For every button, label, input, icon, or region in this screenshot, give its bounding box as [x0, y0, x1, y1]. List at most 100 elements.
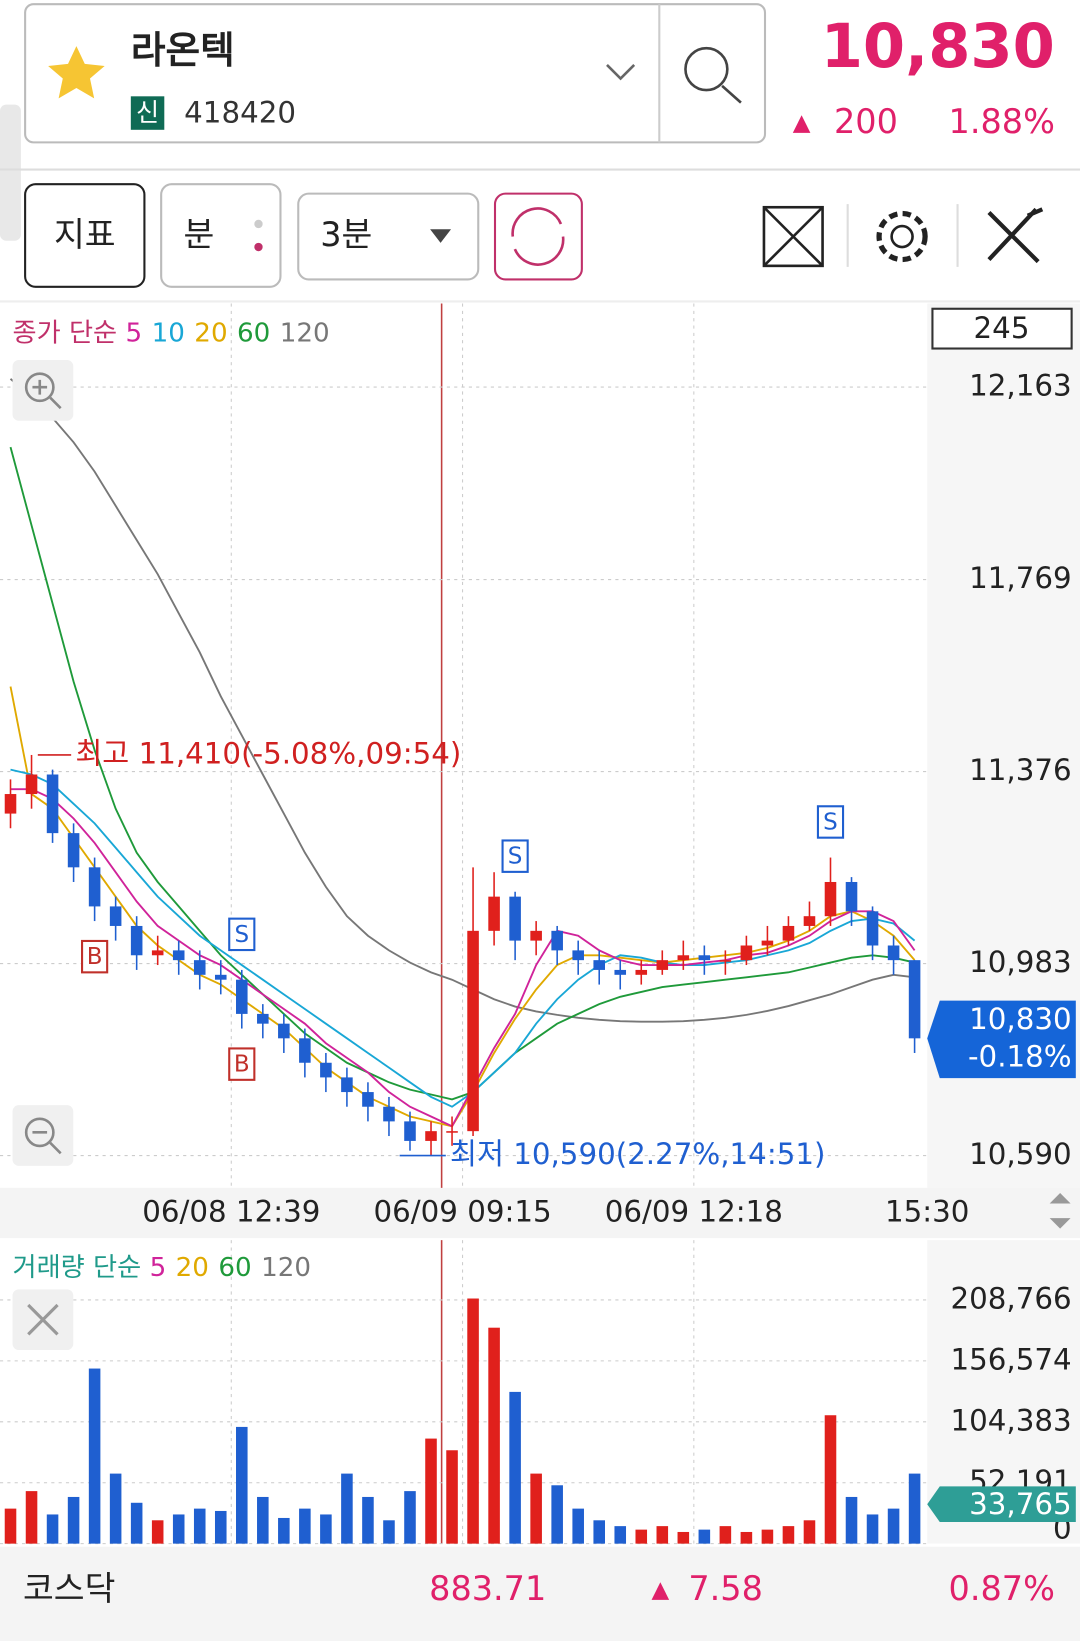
- candle-body: [845, 881, 858, 912]
- candle-body: [257, 1013, 269, 1024]
- interval-label: 3분: [320, 215, 372, 254]
- legend-item: 60: [237, 318, 270, 348]
- volume-bar: [677, 1531, 690, 1544]
- candle-body: [341, 1077, 353, 1093]
- candle-body: [572, 950, 584, 961]
- candle-body: [172, 950, 185, 961]
- volume-bar: [635, 1529, 648, 1544]
- volume-bar: [551, 1485, 563, 1544]
- expand-icon-lines: [763, 206, 824, 267]
- volume-bar: [446, 1450, 458, 1544]
- candle-body: [887, 945, 900, 961]
- interval-select[interactable]: [297, 192, 480, 281]
- legend-item: 120: [280, 318, 330, 348]
- candle-body: [803, 916, 816, 926]
- unit-button[interactable]: [160, 183, 282, 288]
- volume-bar: [803, 1520, 816, 1544]
- search-box[interactable]: [24, 3, 767, 144]
- volume-bar: [257, 1496, 269, 1544]
- candle-body: [614, 969, 627, 975]
- candle-body: [299, 1038, 311, 1063]
- candle-body: [719, 960, 732, 962]
- zoom-in[interactable]: [12, 360, 74, 421]
- volume-bar: [824, 1415, 837, 1544]
- signal-marker: [228, 917, 256, 952]
- resize-handle[interactable]: [1049, 1193, 1071, 1229]
- price-tag: [927, 1000, 1076, 1079]
- candle-body: [761, 940, 774, 946]
- moving-average: [10, 768, 916, 1108]
- legend-item: 20: [194, 318, 227, 348]
- candle-body: [278, 1023, 290, 1039]
- candle-body: [782, 925, 795, 941]
- candle-body: [362, 1092, 374, 1107]
- settings-icon-core: [890, 224, 914, 249]
- favorite-star[interactable]: [48, 46, 105, 99]
- volume-bar: [761, 1529, 774, 1544]
- footer-bg: [0, 1546, 1080, 1641]
- count-box: [931, 307, 1073, 350]
- side-tab[interactable]: [0, 104, 21, 241]
- refresh-button[interactable]: [493, 192, 583, 281]
- stock-code: 418420: [184, 96, 296, 130]
- signal-label: B: [87, 944, 103, 970]
- signal-label: S: [823, 810, 838, 836]
- signal-marker: [501, 839, 529, 873]
- signal-label: S: [508, 844, 523, 870]
- dropdown-icon[interactable]: [606, 63, 636, 81]
- legend-item: 5: [126, 318, 143, 348]
- x-tick-label: 06/09 09:15: [373, 1194, 551, 1228]
- indicator-button[interactable]: [24, 183, 146, 288]
- candle-body: [383, 1106, 395, 1122]
- volume-bar: [25, 1491, 38, 1544]
- volume-bar: [614, 1526, 627, 1544]
- candle-body: [4, 794, 17, 814]
- volume-bar: [698, 1529, 711, 1544]
- volume-bar: [46, 1514, 59, 1544]
- index-change: 7.58: [688, 1569, 763, 1608]
- tools-icon[interactable]: [987, 207, 1044, 264]
- candle-body: [109, 906, 122, 926]
- volume-bar: [172, 1514, 185, 1544]
- volume-tag: [927, 1486, 1076, 1523]
- search-icon[interactable]: [684, 46, 729, 92]
- candle-body: [908, 960, 921, 1039]
- candle-body: [446, 1131, 458, 1133]
- candle-body: [151, 950, 164, 956]
- volume-bar: [214, 1510, 227, 1544]
- volume-bar: [593, 1520, 605, 1544]
- time-axis-bg: [0, 1187, 1080, 1239]
- volume-bar: [656, 1526, 669, 1544]
- legend-item: 5: [150, 1253, 167, 1283]
- volume-bar: [362, 1496, 374, 1544]
- volume-bar: [299, 1508, 311, 1544]
- legend-item: 20: [176, 1253, 209, 1283]
- price-tag-change: -0.18%: [968, 1040, 1072, 1074]
- volume-bar: [383, 1520, 395, 1544]
- zoom-out[interactable]: [12, 1105, 74, 1166]
- y-tick-label: 156,574: [950, 1342, 1071, 1376]
- volume-bar: [4, 1508, 17, 1544]
- zoom-out-icon: [32, 1131, 62, 1155]
- candle-body: [488, 896, 500, 931]
- signal-marker: [228, 1047, 256, 1081]
- legend-title: 종가 단순: [13, 318, 118, 348]
- signal-label: S: [234, 922, 249, 948]
- candle-body: [677, 955, 690, 961]
- volume-bar: [488, 1327, 500, 1544]
- price-change-pct: 1.88%: [949, 102, 1055, 141]
- select-arrow: [430, 229, 452, 243]
- expand-icon[interactable]: [762, 205, 824, 268]
- index-value: 883.71: [429, 1569, 546, 1608]
- volume-bar: [425, 1438, 437, 1544]
- volume-bar: [278, 1517, 290, 1544]
- y-tick-label: 11,376: [969, 753, 1072, 787]
- plot: 12,163 11,769 11,376 10,983 10,590 06/08 12:3…: [0, 303, 1076, 1546]
- badge-bg: [130, 96, 165, 130]
- candle-body: [740, 945, 753, 961]
- signal-marker: [816, 805, 845, 839]
- settings-icon[interactable]: [876, 210, 928, 263]
- volume-bar: [109, 1473, 122, 1544]
